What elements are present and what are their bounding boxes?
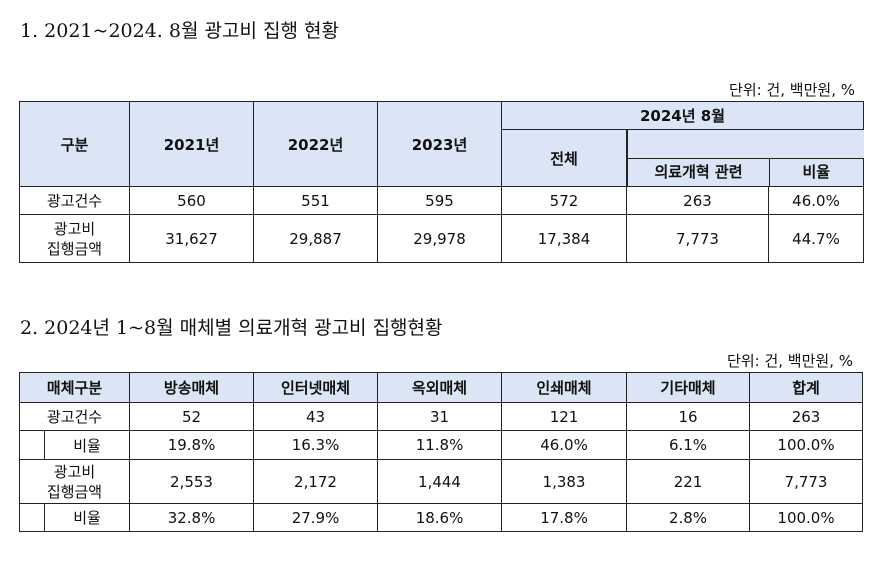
row-label-ad-spend: 광고비 집행금액 (18, 459, 131, 504)
header-print: 인쇄매체 (501, 372, 628, 403)
cell: 19.8% (129, 430, 255, 460)
cell: 16 (626, 402, 751, 431)
header-outdoor: 옥외매체 (377, 372, 503, 403)
cell: 1,383 (501, 459, 628, 504)
section1-title: 1. 2021~2024. 8월 광고비 집행 현황 (20, 20, 339, 42)
cell: 27.9% (253, 503, 379, 532)
cell: 29,978 (377, 214, 502, 263)
header-2024-aug: 2024년 8월 (501, 101, 864, 130)
cell: 100.0% (749, 503, 864, 532)
cell: 31,627 (129, 214, 254, 263)
cell: 17,384 (501, 214, 627, 263)
header-media-category: 매체구분 (18, 372, 131, 403)
cell: 6.1% (626, 430, 751, 460)
cell: 16.3% (253, 430, 379, 460)
cell: 46.0% (501, 430, 628, 460)
table-row: 광고비 집행금액 2,553 2,172 1,444 1,383 221 7,7… (18, 459, 864, 504)
header-broadcast: 방송매체 (129, 372, 255, 403)
row-label-ad-count: 광고건수 (18, 402, 131, 431)
cell: 595 (377, 186, 502, 215)
header-2023: 2023년 (377, 101, 502, 187)
ad-spend-table: 구분 2021년 2022년 2023년 2024년 8월 전체 의료개혁 관련… (19, 101, 864, 263)
cell: 2,553 (129, 459, 255, 504)
header-other: 기타매체 (626, 372, 751, 403)
row-label-line1: 광고비 (53, 219, 96, 238)
cell: 2,172 (253, 459, 379, 504)
cell: 29,887 (253, 214, 378, 263)
cell: 121 (501, 402, 628, 431)
section2-title: 2. 2024년 1~8월 매체별 의료개혁 광고비 집행현황 (20, 317, 443, 339)
media-spend-table: 매체구분 방송매체 인터넷매체 옥외매체 인쇄매체 기타매체 합계 광고건수 5… (18, 372, 864, 532)
cell: 7,773 (749, 459, 864, 504)
header-category: 구분 (19, 101, 130, 187)
cell: 43 (253, 402, 379, 431)
indent-spacer (19, 503, 45, 532)
table-row: 비율 32.8% 27.9% 18.6% 17.8% 2.8% 100.0% (19, 503, 864, 532)
cell: 32.8% (129, 503, 255, 532)
cell: 52 (129, 402, 255, 431)
header-subgroup: 의료개혁 관련 비율 (626, 129, 864, 187)
row-label-ratio: 비율 (43, 503, 131, 532)
section2-unit-label: 단위: 건, 백만원, % (727, 352, 853, 370)
header-ratio: 비율 (770, 159, 864, 186)
cell: 18.6% (377, 503, 503, 532)
row-label-line2: 집행금액 (46, 239, 103, 258)
cell: 560 (129, 186, 254, 215)
cell: 7,773 (626, 214, 769, 263)
cell: 221 (626, 459, 751, 504)
cell: 1,444 (377, 459, 503, 504)
table-row: 광고건수 52 43 31 121 16 263 (18, 402, 864, 431)
cell: 17.8% (501, 503, 628, 532)
cell: 44.7% (768, 214, 864, 263)
table-row: 광고건수 560 551 595 572 263 46.0% (19, 186, 864, 215)
header-2021: 2021년 (129, 101, 254, 187)
cell: 46.0% (768, 186, 864, 215)
header-total: 전체 (501, 129, 627, 187)
row-label-line2: 집행금액 (46, 482, 103, 501)
cell: 100.0% (749, 430, 864, 460)
header-medical-reform: 의료개혁 관련 (628, 159, 770, 186)
row-label-ad-spend: 광고비 집행금액 (19, 214, 130, 263)
table-row: 광고비 집행금액 31,627 29,887 29,978 17,384 7,7… (19, 214, 864, 263)
cell: 11.8% (377, 430, 503, 460)
header-internet: 인터넷매체 (253, 372, 379, 403)
row-label-ad-count: 광고건수 (19, 186, 130, 215)
cell: 572 (501, 186, 627, 215)
cell: 31 (377, 402, 503, 431)
header-2022: 2022년 (253, 101, 378, 187)
row-label-ratio: 비율 (43, 430, 131, 460)
cell: 263 (626, 186, 769, 215)
indent-spacer (19, 430, 45, 460)
table-row: 비율 19.8% 16.3% 11.8% 46.0% 6.1% 100.0% (19, 430, 864, 460)
section1-unit-label: 단위: 건, 백만원, % (729, 81, 855, 99)
cell: 263 (749, 402, 864, 431)
cell: 2.8% (626, 503, 751, 532)
header-sum: 합계 (749, 372, 864, 403)
row-label-line1: 광고비 (53, 462, 96, 481)
cell: 551 (253, 186, 378, 215)
